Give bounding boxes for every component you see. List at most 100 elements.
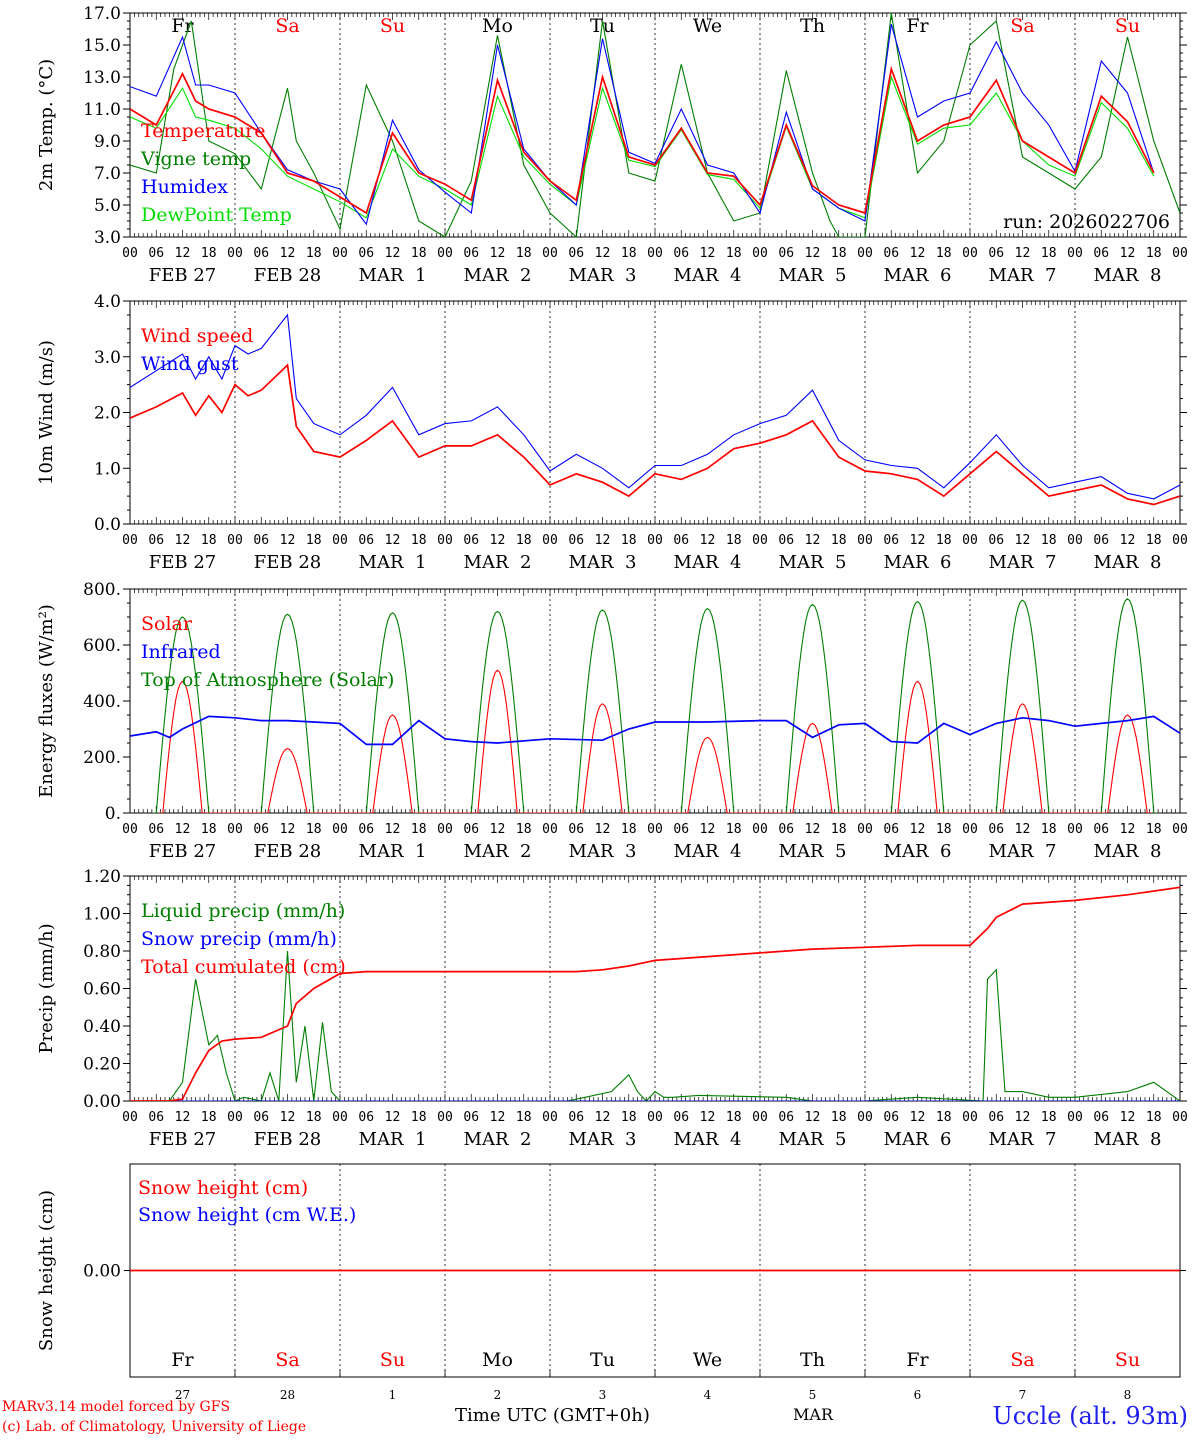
x-tick-label: 18 <box>1146 822 1162 837</box>
legend-entry: Liquid precip (mm/h) <box>141 900 345 922</box>
x-tick-label: 18 <box>516 246 532 261</box>
x-tick-label: 00 <box>542 533 558 548</box>
x-tick-label: 18 <box>936 1110 952 1125</box>
weekday-label: Fr <box>171 15 194 37</box>
series-line-liquid-precip-mm-h- <box>130 950 1180 1101</box>
x-tick-label: 00 <box>542 246 558 261</box>
series-line-solar <box>158 669 1152 813</box>
x-tick-label: 00 <box>1172 1110 1188 1125</box>
x-tick-label: 12 <box>385 246 401 261</box>
series-line-top-of-atmosphere-solar- <box>151 598 1159 813</box>
y-tick-label: 0.40 <box>83 1017 121 1037</box>
date-label: MAR 7 <box>989 1129 1057 1150</box>
y-tick-label: 3.0 <box>94 348 121 368</box>
legend-entry: Solar <box>141 613 193 635</box>
x-tick-label: 00 <box>437 246 453 261</box>
x-tick-label: 00 <box>122 246 138 261</box>
x-tick-label: 06 <box>883 822 899 837</box>
x-tick-label: 00 <box>1067 533 1083 548</box>
x-tick-label: 18 <box>1146 246 1162 261</box>
x-tick-label: 00 <box>857 822 873 837</box>
date-label: MAR 2 <box>464 552 532 573</box>
x-tick-label: 12 <box>1120 822 1136 837</box>
x-tick-label: 12 <box>700 246 716 261</box>
x-tick-label: 12 <box>280 822 296 837</box>
weekday-label: Fr <box>171 1349 194 1371</box>
x-tick-label: 00 <box>1067 822 1083 837</box>
x-tick-label: 12 <box>1015 822 1031 837</box>
x-tick-label: 18 <box>516 822 532 837</box>
x-tick-label: 00 <box>752 533 768 548</box>
x-tick-label: 00 <box>1067 246 1083 261</box>
y-axis-label: Precip (mm/h) <box>36 923 57 1053</box>
y-axis-label: 10m Wind (m/s) <box>36 340 57 485</box>
date-label: MAR 8 <box>1094 552 1162 573</box>
x-tick-label: 18 <box>1146 533 1162 548</box>
y-tick-label: 9.0 <box>94 132 121 152</box>
date-label: MAR 2 <box>464 841 532 862</box>
weekday-label: Sa <box>275 15 299 37</box>
station-label: Uccle (alt. 93m) <box>992 1402 1188 1430</box>
date-label: MAR 5 <box>779 1129 847 1150</box>
x-tick-label: 06 <box>463 1110 479 1125</box>
x-tick-label: 12 <box>280 533 296 548</box>
x-tick-label: 12 <box>805 1110 821 1125</box>
x-tick-label: 06 <box>253 822 269 837</box>
x-tick-label: 18 <box>516 533 532 548</box>
weekday-label: Fr <box>906 15 929 37</box>
x-tick-label: 12 <box>385 1110 401 1125</box>
date-label: MAR 4 <box>674 1129 742 1150</box>
date-label: MAR 4 <box>674 552 742 573</box>
x-tick-label: 06 <box>358 822 374 837</box>
day-number: 2 <box>494 1388 502 1402</box>
x-tick-label: 06 <box>568 1110 584 1125</box>
x-tick-label: 18 <box>411 822 427 837</box>
model-credit: MARv3.14 model forced by GFS <box>2 1399 231 1415</box>
x-tick-label: 18 <box>831 1110 847 1125</box>
x-tick-label: 06 <box>358 246 374 261</box>
x-tick-label: 06 <box>463 533 479 548</box>
date-label: MAR 6 <box>884 265 952 286</box>
panel-wind: 0.0 1.0 2.0 3.0 4.0 10m Wind (m/s) 00 06 12 18 FEB… <box>36 292 1188 573</box>
date-label: MAR 3 <box>569 552 637 573</box>
x-tick-label: 12 <box>910 1110 926 1125</box>
x-tick-label: 00 <box>962 822 978 837</box>
y-tick-label: 5.0 <box>94 196 121 216</box>
x-tick-label: 06 <box>253 533 269 548</box>
y-tick-label: 600. <box>83 636 121 656</box>
weekday-label: Sa <box>275 1349 299 1371</box>
x-tick-label: 12 <box>805 246 821 261</box>
x-tick-label: 12 <box>910 246 926 261</box>
x-tick-label: 12 <box>175 1110 191 1125</box>
x-tick-label: 00 <box>332 533 348 548</box>
x-tick-label: 06 <box>778 533 794 548</box>
x-tick-label: 06 <box>673 246 689 261</box>
x-tick-label: 00 <box>962 1110 978 1125</box>
lab-credit: (c) Lab. of Climatology, University of L… <box>2 1419 307 1435</box>
y-axis-label: Energy fluxes (W/m²) <box>36 604 57 798</box>
x-tick-label: 00 <box>962 533 978 548</box>
x-tick-label: 18 <box>831 822 847 837</box>
x-tick-label: 12 <box>490 1110 506 1125</box>
y-tick-label: 3.0 <box>94 228 121 248</box>
y-tick-label: 1.20 <box>83 867 121 887</box>
y-tick-label: 13.0 <box>83 68 121 88</box>
date-label: FEB 28 <box>254 841 321 862</box>
date-label: MAR 2 <box>464 1129 532 1150</box>
x-tick-label: 18 <box>1041 822 1057 837</box>
x-tick-label: 12 <box>805 822 821 837</box>
date-label: MAR 8 <box>1094 265 1162 286</box>
y-tick-label: 0.0 <box>94 515 121 535</box>
weekday-label: Th <box>800 1349 825 1371</box>
x-tick-label: 12 <box>700 533 716 548</box>
series-line-dewpoint-temp <box>130 75 1155 219</box>
y-tick-label: 7.0 <box>94 164 121 184</box>
x-tick-label: 12 <box>595 1110 611 1125</box>
legend-entry: DewPoint Temp <box>141 204 292 226</box>
x-tick-label: 18 <box>831 246 847 261</box>
date-label: MAR 7 <box>989 552 1057 573</box>
x-tick-label: 18 <box>306 533 322 548</box>
date-label: FEB 27 <box>149 265 216 286</box>
x-tick-label: 00 <box>437 533 453 548</box>
